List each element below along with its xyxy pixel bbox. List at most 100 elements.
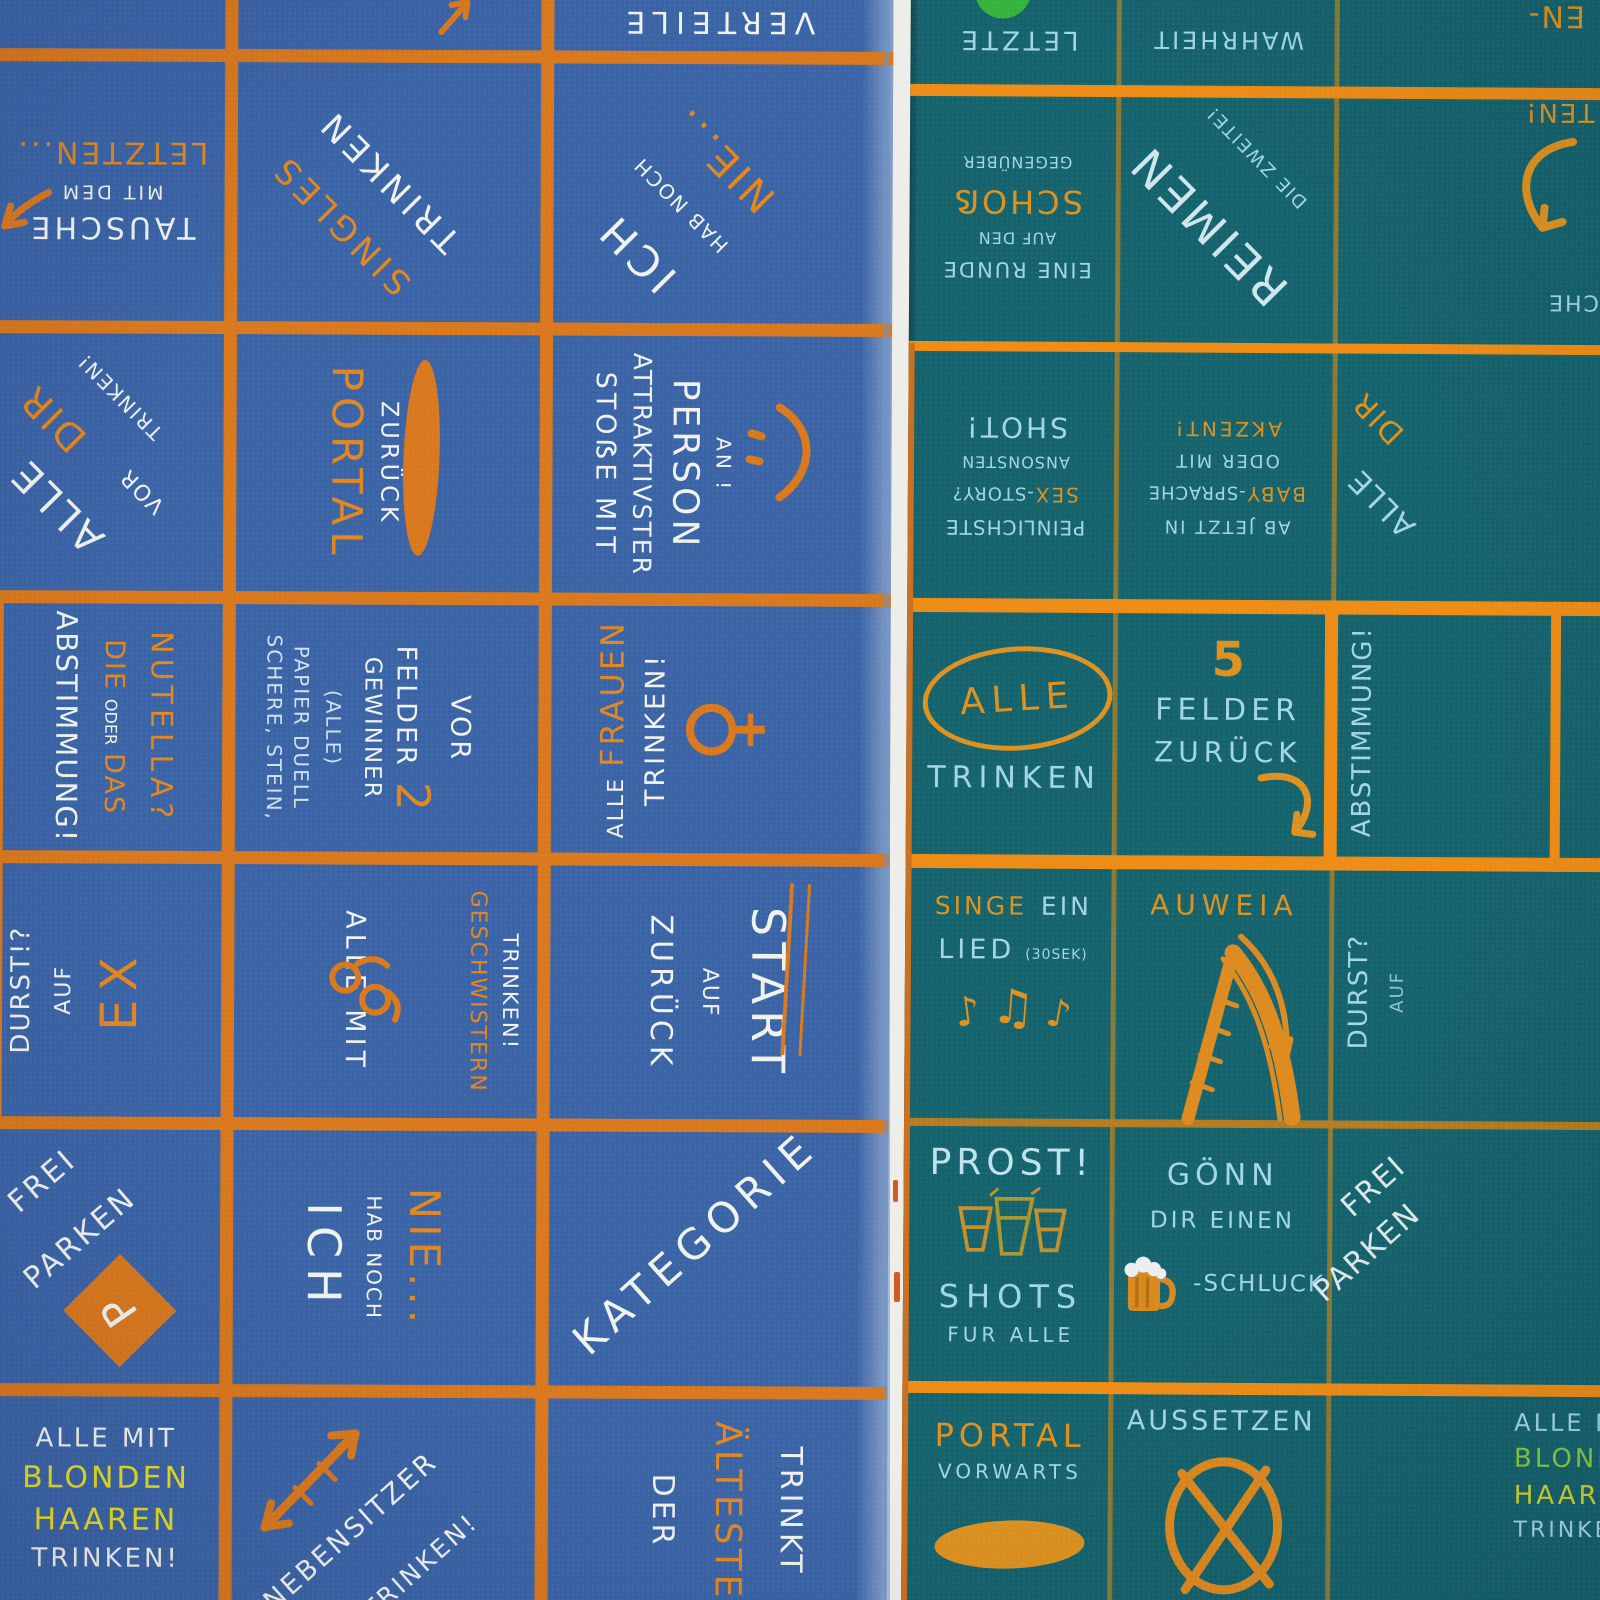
teal-board-page: LETZTE WAHRHEIT EN- EINE RUNDE AUF DEN S… [901,0,1600,1600]
aelteste-der: DER [644,1473,681,1549]
ichnie-bottom-ich: ICH [296,1202,351,1313]
no-entry-icon [1165,1457,1283,1595]
schere-alle: (ALLE) [321,689,346,767]
cell-goenn: GÖNN DIR EINEN -SCHLUCK [1116,1132,1328,1383]
cell-portal: ZURÜCK PORTAL [236,334,540,592]
cell-portal-teal: PORTAL VORWARTS [911,1394,1108,1599]
auweia-label: AUWEIA [1150,888,1299,923]
tausche-line3: LETZTEN... [15,134,209,170]
slide-icon [1181,933,1301,1126]
abstimmung-teal-label: ABSTIMMUNG! [1346,625,1379,838]
sexstory-shot: SHOT! [963,410,1068,444]
schere-papier: PAPIER DUELL [288,645,314,811]
alle-trinken-trinken: TRINKEN [927,759,1102,797]
aelteste-label: ÄLTESTE [706,1421,749,1600]
cell-abstimmung-teal: ABSTIMMUNG! [1330,602,1462,861]
cell-durst-teal: DURST? AUF [1328,860,1460,1123]
blonde-teal-trinken: TRINKEN! [1513,1517,1600,1544]
reimen-zweite-word: DIE ZWEITE! [1202,101,1312,213]
grid-line [0,1383,888,1400]
portal-teal-vorwaerts: VORWARTS [937,1458,1082,1484]
alle-trinken-alle: ALLE [958,674,1077,723]
shot-glasses-icon [957,1187,1067,1257]
akzent-sprache: -SPRACHE [1147,481,1246,503]
abstimmung-die: DIE [98,639,130,692]
fragment-ten-text: TEN! [1524,96,1595,128]
blue-board-page: VERTEILE TAUSCHE MIT DEM LETZTEN... SING… [0,0,894,1600]
letzte-label: LETZTE [957,23,1079,55]
portal-teal-ellipse-icon [933,1518,1086,1571]
cell-aelteste: TRINKT ÄLTESTE DER [547,1412,877,1600]
zurueck-label: ZURÜCK [642,914,679,1071]
anstossen-attraktivster: ATTRAKTIVSTER [627,352,658,577]
cell-verteile-label: VERTEILE [619,3,816,40]
akzent-label: AKZENT! [1172,416,1283,441]
singe-lied: LIED [938,934,1016,966]
cell-schere: VOR FELDER 2 GEWINNER (ALLE) PAPIER DUEL… [235,604,539,852]
abstimmung-title: ABSTIMMUNG! [48,610,84,844]
sexstory-story: -STORY? [951,482,1034,504]
kategorie-word: KATEGORIE [563,1121,828,1365]
blonde-teal-alle-mit: ALLE MIT [1514,1408,1600,1438]
anstossen-an: AN ! [711,437,736,493]
wahrheit-label: WAHRHEIT [1151,25,1304,55]
anstossen-person: PERSON [663,378,706,551]
frauen-frauen: FRAUEN [593,620,633,767]
runde-schoss: SCHOẞ [951,182,1084,222]
page-edge-highlight [884,0,890,1600]
zurueck-auf: AUF [697,967,723,1018]
akzent-ab-jetzt: AB JETZT IN [1162,515,1291,538]
abstimmung-nutella: NUTELLA? [142,631,179,824]
cell-zurueck-start: START AUF ZURÜCK [550,865,880,1119]
goenn-schluck: -SCHLUCK [1193,1270,1326,1298]
avd-vor: VOR [114,462,170,519]
cell-prost: PROST! SHOTS FUR ALLE [912,1131,1110,1382]
anstossen-stosse-mit: STOẞE MIT [589,371,622,557]
cell-sex-story: PEINLICHSTE SEX -STORY? ANSONSTEN SHOT! [917,353,1113,597]
schere-gewinner: GEWINNER [358,656,386,800]
blonde-alle-mit: ALLE MIT [35,1423,177,1454]
corner-arrow-icon [438,0,471,35]
blonde-teal-blonden: BLONDEN [1513,1443,1600,1475]
durst-teal-label: DURST? [1343,933,1375,1050]
cell-akzent: AB JETZT IN BABY -SPRACHE ODER MIT AKZEN… [1121,354,1332,598]
avd-teal-alle: ALLE [1340,461,1423,544]
schere-schere-stein: SCHERE, STEIN, [262,634,288,821]
siblings-icon [329,956,401,1023]
frauen-alle: ALLE [604,776,630,839]
sexstory-ansonsten: ANSONSTEN [961,452,1070,472]
cell-verteile: VERTEILE [557,0,877,46]
cell-blonde-teal: ALLE MIT BLONDEN HAAREN TRINKEN! [1507,1398,1600,1600]
prost-label: PROST! [929,1142,1095,1185]
singe-30sek: (30SEK) [1025,946,1088,963]
avd-dir: DIR [10,375,95,461]
abstimmung-oder: ODER [101,698,121,746]
aelteste-trinkt: TRINKT [772,1446,809,1577]
sexstory-peinlichste: PEINLICHSTE [945,515,1086,541]
music-note-icon: ♪ [951,987,983,1037]
ichnie-bottom-habnoch: HAB NOCH [361,1195,387,1321]
sexstory-sex: SEX [1033,482,1079,507]
felder-label: FELDER [1155,692,1302,729]
avd-teal-dir: DIR [1345,384,1412,451]
schere-zwei: 2 [385,781,440,812]
back-arrow-icon [1257,772,1317,838]
smiley-icon [745,403,811,502]
cell-auweia: AUWEIA [1118,872,1329,1126]
goenn-dir-einen: DIR EINEN [1149,1206,1296,1234]
ichnie-bottom-nie: NIE... [399,1187,450,1329]
grid-line [1549,601,1562,872]
akzent-oder-mit: ODER MIT [1174,449,1280,471]
goenn-label: GÖNN [1166,1157,1279,1194]
geschwister-trinken: TRINKEN! [497,933,523,1051]
tausche-arrow-icon [1,188,53,230]
singe-ein: EIN [1040,891,1092,921]
page-edge-mark [894,1272,900,1302]
cell-wahrheit: WAHRHEIT [1122,0,1332,80]
avd-alle: ALLE [1,448,114,562]
frei-word: FREI [1,1142,84,1220]
cell-anstossen: AN ! PERSON ATTRAKTIVSTER STOẞE MIT [552,335,882,593]
akzent-baby: BABY [1245,481,1307,507]
grid-line [905,853,1600,873]
